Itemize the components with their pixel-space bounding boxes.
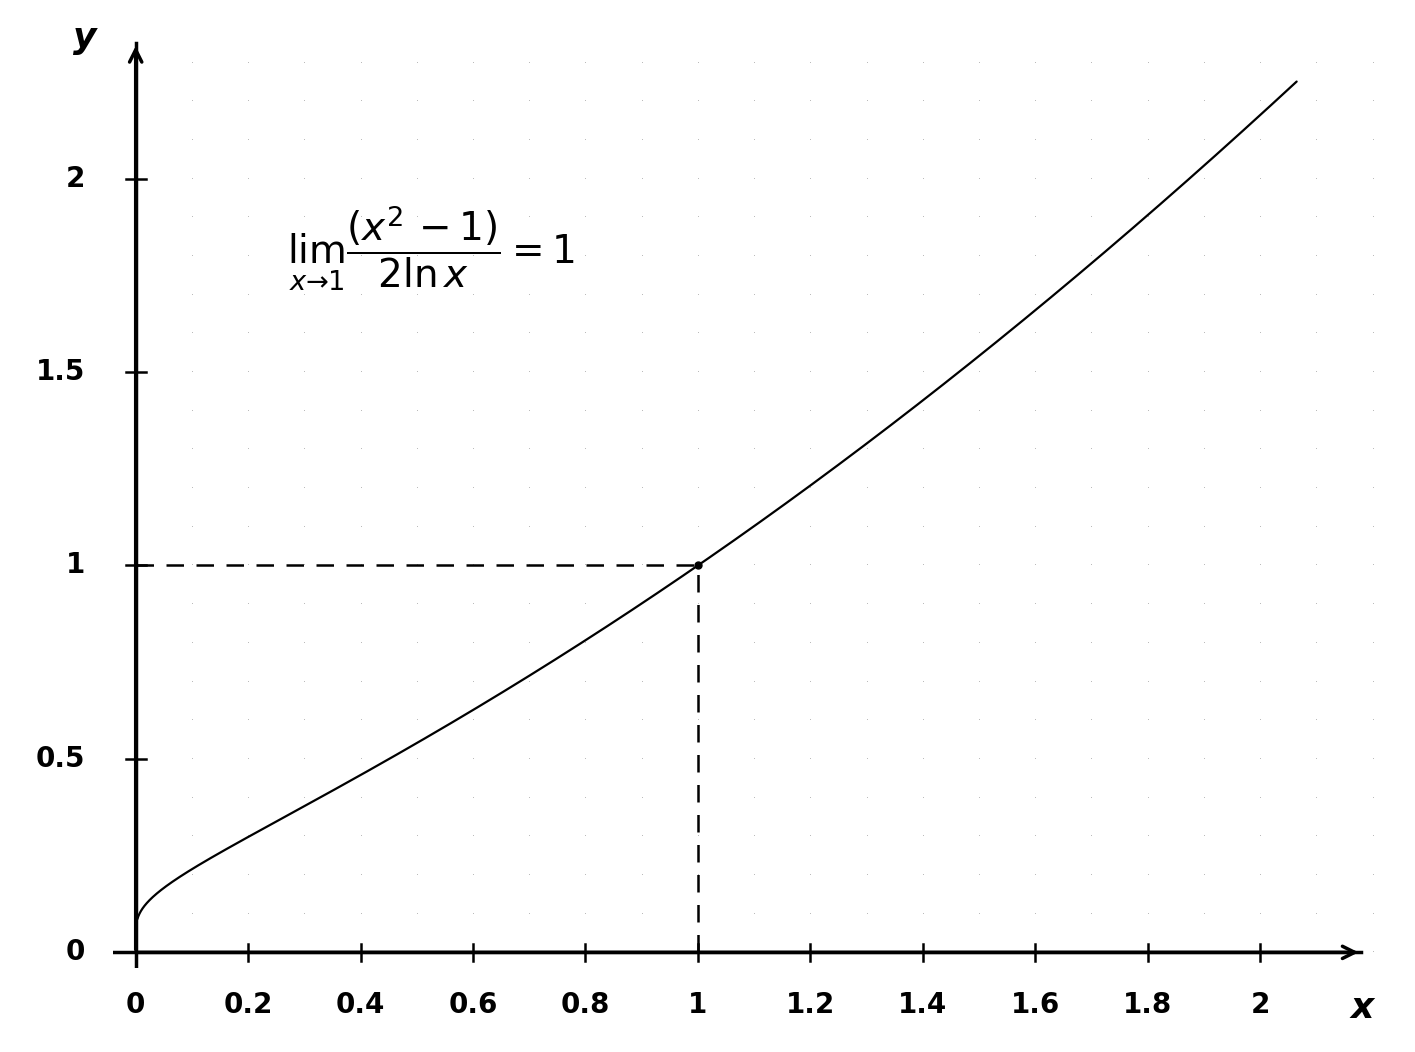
Text: 0.5: 0.5	[35, 745, 85, 773]
Text: 2: 2	[65, 164, 85, 193]
Text: 1.8: 1.8	[1124, 991, 1172, 1019]
Text: 2: 2	[1251, 991, 1269, 1019]
Text: 1.2: 1.2	[785, 991, 835, 1019]
Text: 1: 1	[688, 991, 708, 1019]
Text: y: y	[74, 21, 96, 55]
Text: $\lim_{x\to 1}\dfrac{(x^2-1)}{2\ln x}=1$: $\lim_{x\to 1}\dfrac{(x^2-1)}{2\ln x}=1$	[287, 203, 574, 294]
Text: 0.6: 0.6	[449, 991, 498, 1019]
Text: 1.4: 1.4	[899, 991, 948, 1019]
Text: 1: 1	[67, 551, 85, 580]
Text: 0: 0	[65, 938, 85, 967]
Text: 0.4: 0.4	[335, 991, 385, 1019]
Text: 0.2: 0.2	[224, 991, 273, 1019]
Text: 1.5: 1.5	[35, 358, 85, 386]
Text: x: x	[1350, 991, 1374, 1025]
Text: 0: 0	[126, 991, 146, 1019]
Text: 1.6: 1.6	[1010, 991, 1060, 1019]
Text: 0.8: 0.8	[560, 991, 610, 1019]
